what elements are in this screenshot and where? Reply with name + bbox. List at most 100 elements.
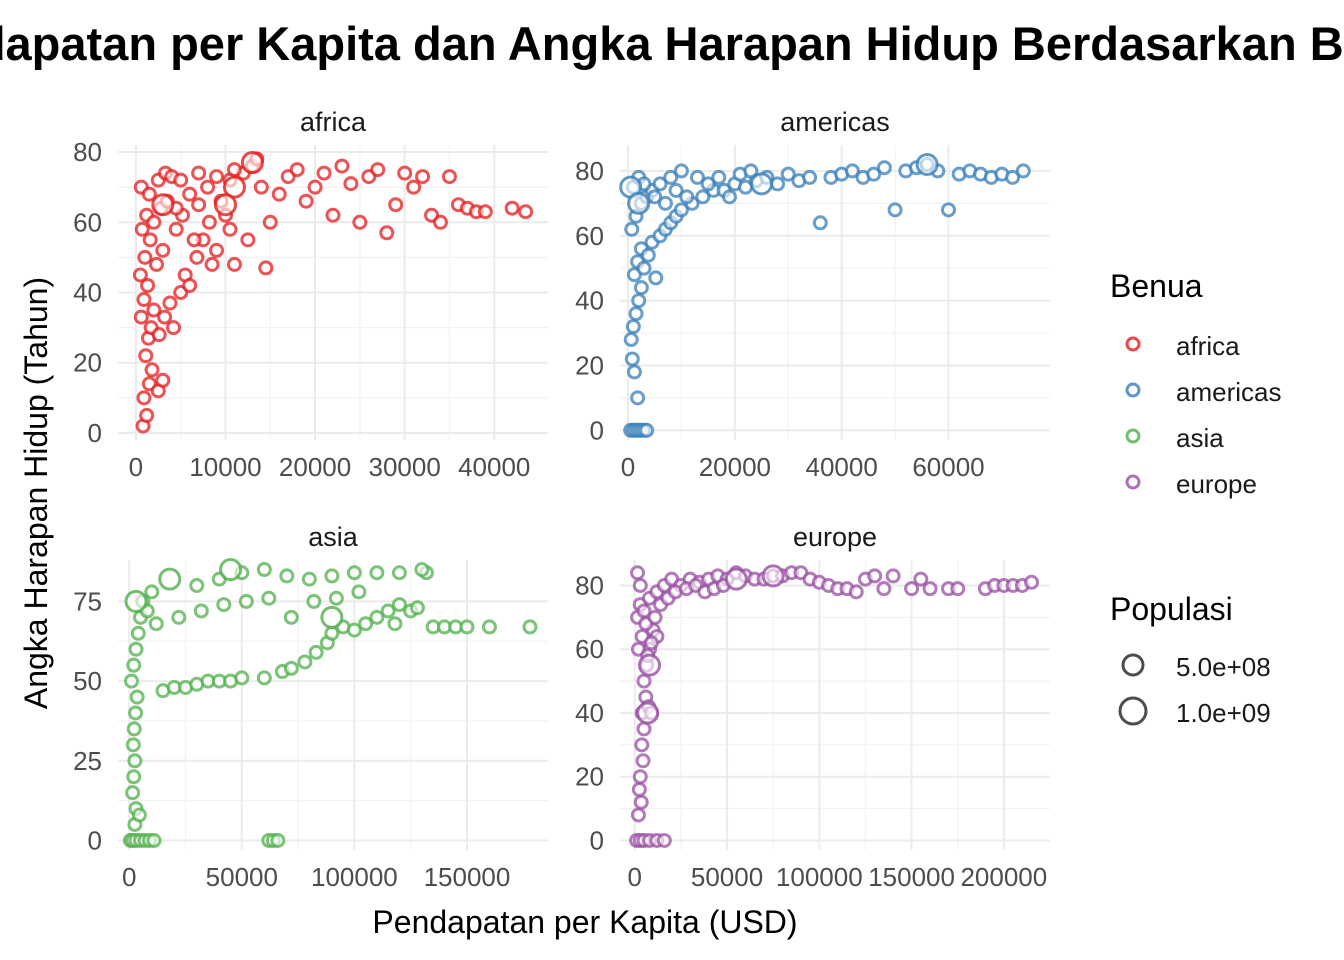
- x-tick-label: 0: [122, 862, 136, 892]
- data-point: [191, 197, 207, 213]
- data-point: [258, 260, 274, 276]
- data-point: [191, 165, 207, 181]
- data-point: [636, 721, 652, 737]
- data-point: [289, 162, 305, 178]
- data-point: [636, 673, 652, 689]
- data-point: [201, 214, 217, 230]
- data-point: [380, 603, 396, 619]
- data-point: [648, 270, 664, 286]
- data-point: [663, 169, 679, 185]
- data-point: [876, 160, 892, 176]
- facet-strip-label: americas: [780, 107, 890, 137]
- data-point: [379, 225, 395, 241]
- y-axis-title: Angka Harapan Hidup (Tahun): [18, 277, 54, 709]
- legend-color-label: americas: [1176, 377, 1281, 407]
- data-point: [409, 600, 425, 616]
- x-tick-label: 150000: [424, 862, 511, 892]
- x-tick-label: 50000: [691, 862, 763, 892]
- y-tick-label: 20: [575, 350, 604, 380]
- data-point: [146, 832, 162, 848]
- data-point: [162, 295, 178, 311]
- facet-strip-label: asia: [308, 522, 359, 552]
- legend-color-key: [1125, 428, 1141, 444]
- data-point: [204, 256, 220, 272]
- data-point: [397, 165, 413, 181]
- data-point: [182, 277, 198, 293]
- data-point: [922, 581, 938, 597]
- data-point: [142, 232, 158, 248]
- x-tick-label: 20000: [279, 452, 351, 482]
- data-point: [770, 176, 786, 192]
- data-point: [1024, 574, 1040, 590]
- data-point: [129, 689, 145, 705]
- data-point: [346, 622, 362, 638]
- data-point: [668, 182, 684, 198]
- data-point: [125, 785, 141, 801]
- data-point: [226, 162, 242, 178]
- data-point: [182, 186, 198, 202]
- data-point: [343, 176, 359, 192]
- legend-size-label: 1.0e+09: [1176, 698, 1271, 728]
- points-americas: [619, 152, 1031, 438]
- data-point: [867, 568, 883, 584]
- data-point: [358, 616, 374, 632]
- legend-color-label: europe: [1176, 469, 1257, 499]
- data-point-large: [627, 191, 651, 215]
- y-tick-label: 0: [590, 415, 604, 445]
- data-point: [328, 590, 344, 606]
- y-tick-label: 80: [575, 156, 604, 186]
- data-point: [630, 565, 646, 581]
- legend-size-label: 5.0e+08: [1176, 652, 1271, 682]
- data-point-large: [761, 564, 785, 588]
- data-point: [904, 581, 920, 597]
- data-point: [200, 179, 216, 195]
- data-point: [139, 407, 155, 423]
- facet-strip-label: europe: [793, 522, 877, 552]
- data-point: [631, 781, 647, 797]
- data-point: [132, 267, 148, 283]
- legend-color-title: Benua: [1110, 268, 1203, 304]
- data-point: [406, 179, 422, 195]
- data-point: [1005, 169, 1021, 185]
- data-point: [301, 571, 317, 587]
- data-point: [628, 306, 644, 322]
- data-point: [941, 202, 957, 218]
- data-point: [136, 390, 152, 406]
- data-point: [391, 565, 407, 581]
- data-point: [673, 163, 689, 179]
- legend-color-key: [1125, 336, 1141, 352]
- data-point: [238, 593, 254, 609]
- y-tick-label: 20: [73, 348, 102, 378]
- data-point: [950, 581, 966, 597]
- data-point: [812, 215, 828, 231]
- data-point: [126, 721, 142, 737]
- data-point: [639, 422, 655, 438]
- data-point: [146, 214, 162, 230]
- data-point-large: [124, 589, 148, 613]
- data-point: [325, 207, 341, 223]
- data-point: [780, 166, 796, 182]
- x-axis-title: Pendapatan per Kapita (USD): [372, 904, 797, 940]
- data-point-large: [636, 701, 660, 725]
- x-tick-label: 30000: [369, 452, 441, 482]
- data-point: [283, 660, 299, 676]
- data-point: [414, 562, 430, 578]
- data-point: [626, 364, 642, 380]
- data-point: [700, 176, 716, 192]
- data-point: [657, 195, 673, 211]
- data-point: [623, 332, 639, 348]
- y-tick-label: 80: [73, 137, 102, 167]
- data-point: [298, 193, 314, 209]
- y-tick-label: 0: [590, 825, 604, 855]
- data-point: [887, 202, 903, 218]
- data-point: [415, 169, 431, 185]
- data-point: [441, 169, 457, 185]
- data-point: [633, 794, 649, 810]
- data-point: [885, 568, 901, 584]
- data-point: [481, 619, 497, 635]
- y-tick-label: 80: [575, 570, 604, 600]
- legend-color-label: asia: [1176, 423, 1224, 453]
- data-point: [633, 280, 649, 296]
- data-point: [711, 169, 727, 185]
